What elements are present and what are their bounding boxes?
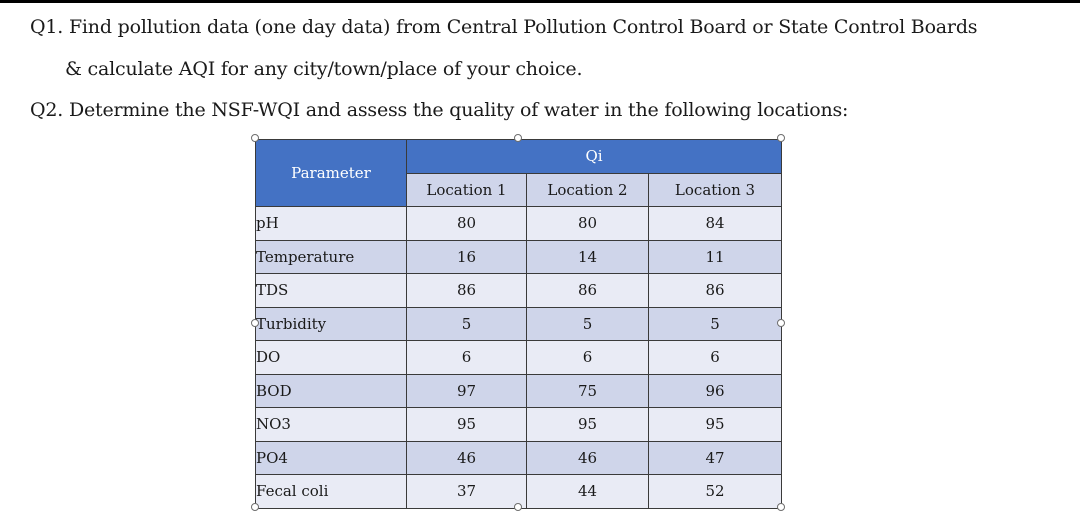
value-cell-location-2[interactable]: 95 (526, 407, 649, 442)
value-cell-location-1[interactable]: 16 (406, 239, 527, 274)
value-cell-location-3[interactable]: 47 (647, 440, 783, 475)
resize-handle-middle-left[interactable] (251, 319, 259, 327)
param-cell[interactable]: NO3 (255, 407, 407, 442)
table-row-no3: NO3 95 95 95 (255, 407, 783, 442)
value-cell-location-2[interactable]: 80 (526, 206, 649, 241)
table-row-do: DO 6 6 6 (255, 340, 783, 375)
param-cell[interactable]: TDS (255, 273, 407, 308)
param-cell[interactable]: PO4 (255, 440, 407, 475)
value-cell-location-1[interactable]: 97 (406, 373, 527, 408)
value-cell-location-1[interactable]: 6 (406, 340, 527, 375)
param-cell[interactable]: BOD (255, 373, 407, 408)
value-cell-location-1[interactable]: 86 (406, 273, 527, 308)
header-location-2[interactable]: Location 2 (526, 172, 649, 207)
qi-table[interactable]: Parameter Qi Location 1 Location 2 Locat… (255, 139, 783, 509)
value-cell-location-2[interactable]: 14 (526, 239, 649, 274)
resize-handle-top-right[interactable] (777, 134, 785, 142)
param-cell[interactable]: pH (255, 206, 407, 241)
value-cell-location-3[interactable]: 95 (647, 407, 783, 442)
value-cell-location-1[interactable]: 37 (406, 474, 527, 509)
value-cell-location-3[interactable]: 5 (647, 306, 783, 341)
value-cell-location-1[interactable]: 95 (406, 407, 527, 442)
value-cell-location-2[interactable]: 6 (526, 340, 649, 375)
question-2-line: Q2. Determine the NSF-WQI and assess the… (30, 99, 849, 121)
table-row-ph: pH 80 80 84 (255, 206, 783, 241)
resize-handle-middle-right[interactable] (777, 319, 785, 327)
table-row-temperature: Temperature 16 14 11 (255, 239, 783, 274)
value-cell-location-1[interactable]: 5 (406, 306, 527, 341)
value-cell-location-2[interactable]: 5 (526, 306, 649, 341)
resize-handle-top-left[interactable] (251, 134, 259, 142)
resize-handle-top-middle[interactable] (514, 134, 522, 142)
value-cell-location-3[interactable]: 96 (647, 373, 783, 408)
value-cell-location-3[interactable]: 86 (647, 273, 783, 308)
header-location-3[interactable]: Location 3 (647, 172, 783, 207)
value-cell-location-1[interactable]: 80 (406, 206, 527, 241)
resize-handle-bottom-left[interactable] (251, 503, 259, 511)
value-cell-location-3[interactable]: 84 (647, 206, 783, 241)
value-cell-location-3[interactable]: 52 (647, 474, 783, 509)
table-row-po4: PO4 46 46 47 (255, 440, 783, 475)
value-cell-location-1[interactable]: 46 (406, 440, 527, 475)
param-cell[interactable]: Temperature (255, 239, 407, 274)
value-cell-location-2[interactable]: 86 (526, 273, 649, 308)
value-cell-location-2[interactable]: 46 (526, 440, 649, 475)
header-qi[interactable]: Qi (405, 139, 783, 174)
resize-handle-bottom-middle[interactable] (514, 503, 522, 511)
value-cell-location-2[interactable]: 75 (526, 373, 649, 408)
param-cell[interactable]: Turbidity (255, 306, 407, 341)
value-cell-location-3[interactable]: 6 (647, 340, 783, 375)
param-cell[interactable]: DO (255, 340, 407, 375)
table-row-bod: BOD 97 75 96 (255, 373, 783, 408)
table-row-fecal-coli: Fecal coli 37 44 52 (255, 474, 783, 509)
table-row-turbidity: Turbidity 5 5 5 (255, 306, 783, 341)
qi-table-container[interactable]: Parameter Qi Location 1 Location 2 Locat… (255, 139, 783, 509)
header-location-1[interactable]: Location 1 (406, 172, 527, 207)
value-cell-location-2[interactable]: 44 (526, 474, 649, 509)
question-1-line-2: & calculate AQI for any city/town/place … (65, 58, 583, 80)
table-row-tds: TDS 86 86 86 (255, 273, 783, 308)
param-cell[interactable]: Fecal coli (255, 474, 407, 509)
resize-handle-bottom-right[interactable] (777, 503, 785, 511)
top-border-bar (0, 0, 1080, 3)
value-cell-location-3[interactable]: 11 (647, 239, 783, 274)
header-parameter[interactable]: Parameter (255, 139, 407, 207)
question-1-line-1: Q1. Find pollution data (one day data) f… (30, 16, 978, 38)
